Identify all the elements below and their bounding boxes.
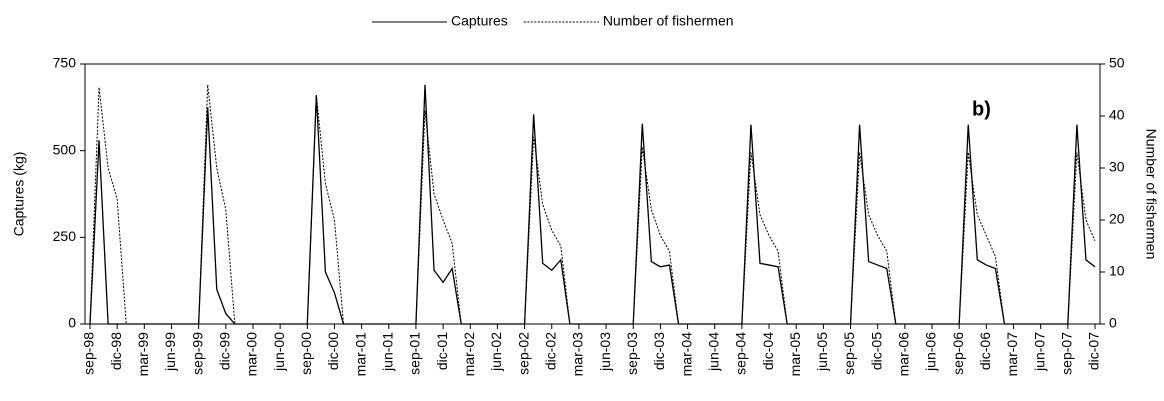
x-tick-label: sep-03 bbox=[624, 332, 640, 375]
x-tick-label: jun-99 bbox=[162, 332, 178, 372]
legend-label: Number of fishermen bbox=[603, 13, 734, 29]
x-tick-label: mar-02 bbox=[461, 332, 477, 377]
x-tick-label: dic-99 bbox=[217, 332, 233, 370]
x-tick-label: sep-04 bbox=[733, 332, 749, 375]
x-tick-label: sep-98 bbox=[81, 332, 97, 375]
x-tick-label: sep-99 bbox=[189, 332, 205, 375]
x-tick-label: mar-01 bbox=[352, 332, 368, 377]
x-tick-label: dic-07 bbox=[1086, 332, 1102, 370]
x-tick-label: dic-01 bbox=[434, 332, 450, 370]
x-tick-label: sep-02 bbox=[515, 332, 531, 375]
x-tick-label: sep-01 bbox=[407, 332, 423, 375]
x-tick-label: mar-00 bbox=[244, 332, 260, 377]
x-tick-label: dic-00 bbox=[325, 332, 341, 370]
x-tick-label: mar-07 bbox=[1004, 332, 1020, 377]
x-tick-label: sep-00 bbox=[298, 332, 314, 375]
x-tick-label: sep-07 bbox=[1059, 332, 1075, 375]
y2-tick-label: 20 bbox=[1109, 211, 1125, 227]
x-tick-label: dic-98 bbox=[108, 332, 124, 370]
x-tick-label: jun-04 bbox=[705, 332, 721, 372]
y2-tick-label: 40 bbox=[1109, 107, 1125, 123]
x-tick-label: sep-05 bbox=[841, 332, 857, 375]
y-tick-label: 750 bbox=[53, 55, 77, 71]
x-tick-label: sep-06 bbox=[950, 332, 966, 375]
x-tick-label: jun-07 bbox=[1031, 332, 1047, 372]
y-axis-label: Captures (kg) bbox=[11, 152, 27, 237]
x-tick-label: dic-02 bbox=[542, 332, 558, 370]
x-tick-label: dic-03 bbox=[651, 332, 667, 370]
x-tick-label: dic-05 bbox=[868, 332, 884, 370]
legend-label: Captures bbox=[451, 13, 508, 29]
x-tick-label: mar-99 bbox=[135, 332, 151, 377]
y-tick-label: 0 bbox=[68, 315, 76, 331]
x-tick-label: jun-00 bbox=[271, 332, 287, 372]
series-line bbox=[89, 84, 1096, 325]
y2-tick-label: 0 bbox=[1109, 315, 1117, 331]
x-tick-label: jun-05 bbox=[814, 332, 830, 372]
x-tick-label: dic-06 bbox=[977, 332, 993, 370]
y2-tick-label: 30 bbox=[1109, 159, 1125, 175]
x-tick-label: dic-04 bbox=[760, 332, 776, 370]
x-tick-label: mar-03 bbox=[570, 332, 586, 377]
y2-tick-label: 50 bbox=[1109, 55, 1125, 71]
x-tick-label: mar-06 bbox=[896, 332, 912, 377]
y-tick-label: 500 bbox=[53, 141, 77, 157]
x-tick-label: jun-01 bbox=[379, 332, 395, 372]
annotation: b) bbox=[972, 98, 991, 120]
x-tick-label: jun-03 bbox=[597, 332, 613, 372]
x-tick-label: mar-05 bbox=[787, 332, 803, 377]
x-tick-label: jun-02 bbox=[488, 332, 504, 372]
x-tick-label: mar-04 bbox=[678, 332, 694, 377]
y2-axis-label: Number of fishermen bbox=[1143, 129, 1159, 260]
series-line bbox=[89, 84, 1096, 325]
y2-tick-label: 10 bbox=[1109, 263, 1125, 279]
x-tick-label: jun-06 bbox=[923, 332, 939, 372]
y-tick-label: 250 bbox=[53, 228, 77, 244]
plot-frame bbox=[84, 63, 1101, 325]
